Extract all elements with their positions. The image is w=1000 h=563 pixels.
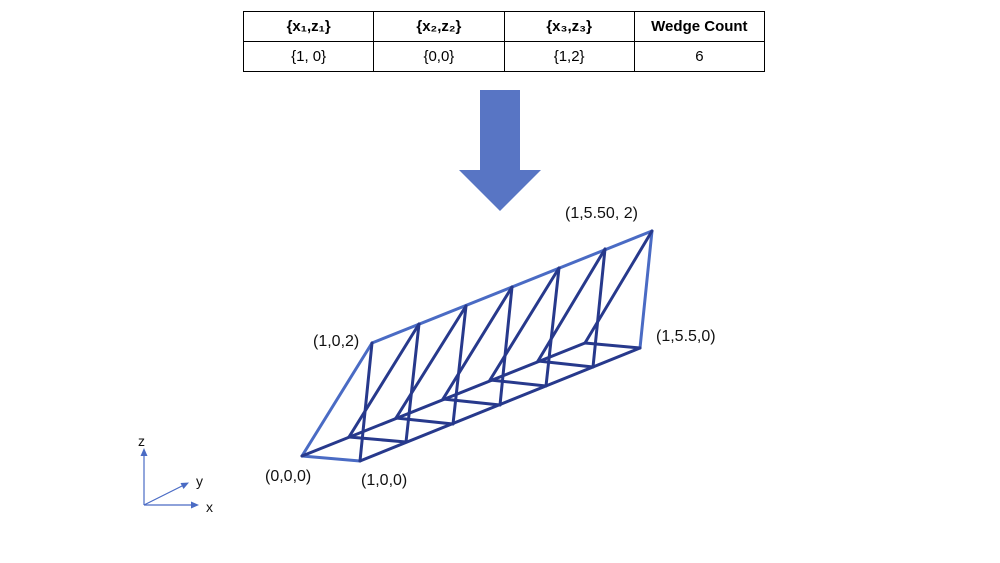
axis-x-label: x (206, 499, 213, 515)
down-arrow-icon (459, 90, 541, 211)
axis-y-label: y (196, 473, 203, 489)
value-wedge-count: 6 (633, 41, 766, 72)
wedge-frame (300, 229, 654, 463)
table-row: {1, 0} {0,0} {1,2} 6 (242, 41, 766, 72)
label-origin: (0,0,0) (265, 468, 311, 485)
label-top-start: (1,0,2) (313, 333, 359, 350)
axis-z-label: z (138, 433, 145, 449)
axis-triad (140, 448, 199, 509)
label-x-end: (1,0,0) (361, 472, 407, 489)
table-header-row: {x₁,z₁} {x₂,z₂} {x₃,z₃} Wedge Count (242, 11, 766, 42)
header-x1-z1: {x₁,z₁} (242, 11, 375, 42)
value-x3-z3: {1,2} (503, 41, 635, 72)
header-x2-z2: {x₂,z₂} (373, 11, 505, 42)
label-base-end: (1,5.5,0) (656, 328, 716, 345)
header-wedge-count: Wedge Count (633, 11, 766, 42)
parameters-table: {x₁,z₁} {x₂,z₂} {x₃,z₃} Wedge Count {1, … (242, 11, 766, 72)
label-top-end: (1,5.50, 2) (565, 205, 638, 222)
